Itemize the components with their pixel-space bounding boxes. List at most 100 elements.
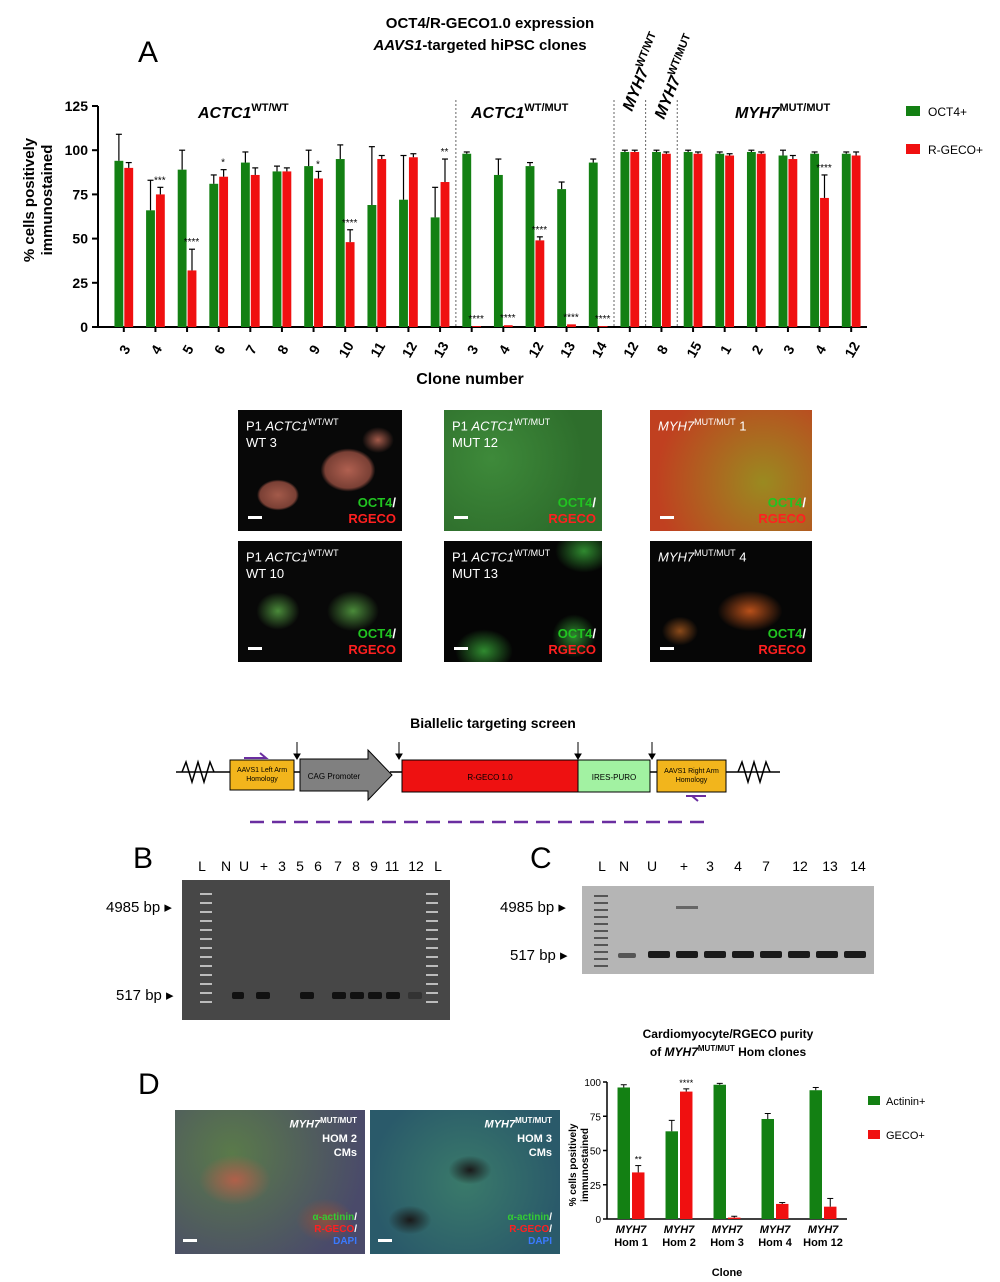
- x-tick-label: 12: [620, 339, 642, 361]
- legend-swatch-geco: [868, 1130, 880, 1139]
- svg-text:immunostained: immunostained: [580, 1128, 591, 1202]
- legend-swatch-actinin: [868, 1096, 880, 1105]
- y-tick-label: 100: [65, 142, 89, 158]
- group-label-myh7-wtmut: MYH7WT/MUT: [649, 32, 701, 122]
- legend-label-actinin: Actinin+: [886, 1096, 925, 1108]
- significance-label: ****: [500, 313, 516, 324]
- x-axis-title: Clone number: [416, 371, 524, 388]
- cag-promoter-label: CAG Promoter: [308, 772, 361, 781]
- y-tick-label: 25: [72, 275, 88, 291]
- oct4-bar: [683, 151, 693, 327]
- micrograph-actc1-mut12: P1 ACTC1WT/MUT MUT 12 OCT4/RGECO: [444, 410, 602, 531]
- oct4-bar: [430, 217, 440, 327]
- x-tick-label: 7: [242, 342, 260, 357]
- geco-bar: [728, 1217, 741, 1219]
- gel-b-lane-label: 5: [296, 858, 304, 874]
- panel-c-letter: C: [530, 842, 552, 875]
- oct4-bar: [715, 153, 725, 327]
- ires-puro-box: [577, 759, 651, 793]
- rgeco-bar: [598, 326, 608, 327]
- gel-b-lane-label: U: [238, 858, 250, 874]
- actinin-bar: [665, 1131, 678, 1219]
- gel-b-lane-label: 7: [334, 858, 342, 874]
- rgeco-bar: [851, 155, 861, 327]
- oct4-bar: [620, 151, 630, 327]
- x-tick-label: 14: [588, 339, 610, 361]
- rgeco-bar: [377, 159, 387, 327]
- oct4-bar: [778, 155, 788, 327]
- significance-label: ****: [184, 237, 200, 248]
- x-tick-label: 12: [525, 339, 547, 361]
- x-tick-label: 13: [430, 339, 452, 361]
- legend-swatch-oct4: [906, 106, 920, 116]
- micrograph-actc1-wt10: P1 ACTC1WT/WT WT 10 OCT4/RGECO: [238, 541, 402, 662]
- oct4-bar: [746, 151, 756, 327]
- x-tick-label: 3: [464, 342, 482, 357]
- significance-label: ****: [816, 163, 832, 174]
- gel-b-lane-label: L: [434, 858, 442, 874]
- group-label-myh7-mutmut: MYH7MUT/MUT: [735, 102, 830, 122]
- significance-label: *: [221, 158, 225, 169]
- oct4-bar: [146, 210, 155, 327]
- x-tick-label: 8: [274, 342, 292, 357]
- x-tick-label: 8: [653, 342, 671, 357]
- legend-label-oct4: OCT4+: [928, 105, 967, 119]
- x-tick-label: 12: [841, 339, 863, 361]
- gel-b-lane-label: L: [198, 858, 206, 874]
- gel-b-lane-label: 3: [278, 858, 286, 874]
- oct4-bar: [240, 162, 250, 327]
- actinin-bar: [761, 1118, 774, 1219]
- gel-c-517bp-label: 517 bp ▸: [510, 947, 568, 964]
- geco-bar: [824, 1206, 837, 1219]
- significance-label: ****: [532, 225, 548, 236]
- actinin-bar: [809, 1090, 822, 1219]
- rgeco-bar: [567, 324, 576, 327]
- rgeco-bar: [535, 240, 545, 327]
- rgeco-bar: [440, 182, 450, 327]
- d-x-tick-gene: MYH7: [808, 1224, 839, 1236]
- gel-c-lane-label: 14: [850, 858, 866, 874]
- legend-swatch-rgeco: [906, 144, 920, 154]
- d-y-tick-label: 0: [595, 1215, 601, 1226]
- rgeco-label: R-GECO 1.0: [467, 773, 513, 782]
- rgeco-bar: [503, 325, 513, 327]
- left-arm-label: AAVS1 Left Arm Homology: [236, 767, 288, 783]
- svg-text:% cells positively: % cells positively: [568, 1123, 579, 1206]
- rgeco-bar: [820, 197, 829, 327]
- d-y-tick-label: 50: [590, 1147, 602, 1158]
- y-tick-label: 0: [80, 319, 88, 335]
- d-x-tick-label: Hom 2: [662, 1237, 696, 1249]
- gel-b-lane-label: 8: [352, 858, 360, 874]
- x-tick-label: 3: [780, 342, 798, 357]
- x-tick-label: 13: [557, 339, 579, 361]
- gel-b-lane-label: 11: [384, 858, 400, 874]
- oct4-bar: [114, 160, 124, 327]
- panel-d-x-axis-title: Clone: [712, 1267, 743, 1279]
- micrograph-actc1-wt3: P1 ACTC1WT/WT WT 3 OCT4/RGECO: [238, 410, 402, 531]
- svg-text:immunostained: immunostained: [39, 145, 56, 256]
- micrograph-actc1-mut13: P1 ACTC1WT/MUT MUT 13 OCT4/RGECO: [444, 541, 602, 662]
- rgeco-bar: [282, 171, 292, 327]
- panel-a-title-line2: AAVS1-targeted hiPSC clones: [372, 37, 586, 54]
- oct4-bar: [304, 166, 314, 327]
- oct4-bar: [462, 153, 472, 327]
- construct-title: Biallelic targeting screen: [410, 715, 576, 731]
- oct4-bar: [841, 153, 851, 327]
- micrograph-myh7-mut1: MYH7MUT/MUT 1 OCT4/RGECO: [650, 410, 812, 531]
- rgeco-bar: [693, 153, 703, 327]
- oct4-bar: [209, 183, 219, 327]
- gel-c-lane-label: U: [646, 858, 658, 874]
- group-label-actc1-wtwt: ACTC1WT/WT: [197, 102, 289, 122]
- oct4-bar: [177, 169, 187, 327]
- d-x-tick-gene: MYH7: [664, 1224, 695, 1236]
- oct4-bar: [367, 205, 377, 327]
- d-x-tick-label: Hom 1: [614, 1237, 648, 1249]
- actinin-bar: [713, 1084, 726, 1219]
- rgeco-bar: [408, 157, 418, 327]
- significance-label: ****: [595, 314, 611, 325]
- panel-b-letter: B: [133, 842, 154, 875]
- geco-bar: [776, 1203, 789, 1219]
- oct4-bar: [399, 199, 408, 327]
- d-x-tick-gene: MYH7: [712, 1224, 743, 1236]
- x-tick-label: 11: [367, 339, 388, 360]
